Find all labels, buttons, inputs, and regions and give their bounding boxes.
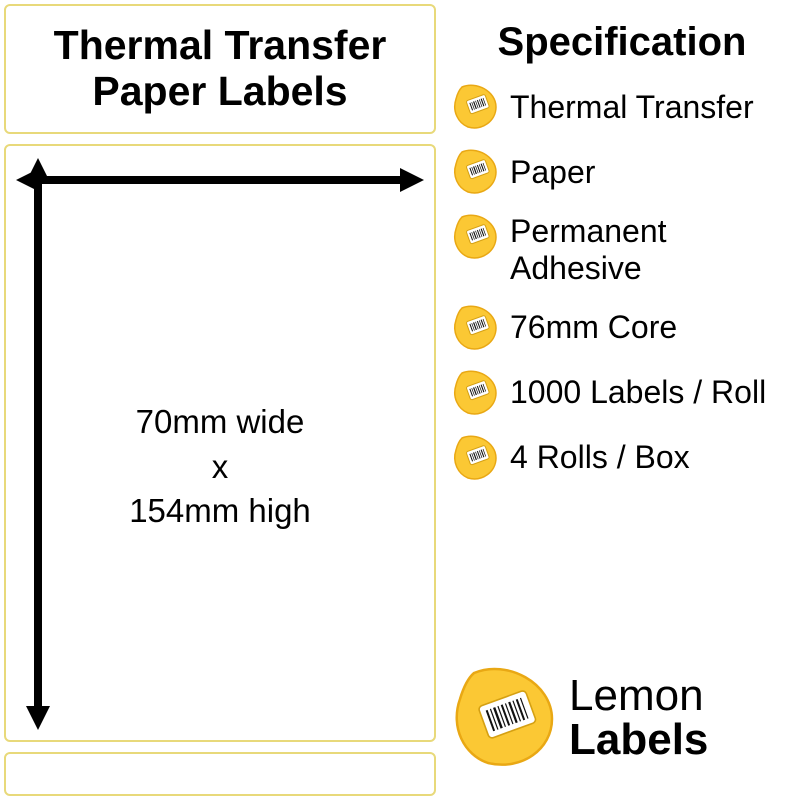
lemon-tag-icon: [452, 83, 500, 131]
spec-item: Thermal Transfer: [452, 83, 792, 131]
spec-item-label: Paper: [510, 154, 595, 191]
dim-separator: x: [212, 448, 229, 485]
spec-item: Paper: [452, 148, 792, 196]
lemon-tag-icon: [452, 148, 500, 196]
spec-item: 76mm Core: [452, 304, 792, 352]
lemon-tag-icon: [452, 304, 500, 352]
spec-item-label: Thermal Transfer: [510, 89, 754, 126]
title-line-1: Thermal Transfer: [54, 22, 387, 68]
brand-line-2: Labels: [569, 718, 708, 762]
spec-heading: Specification: [452, 20, 792, 65]
label-box-title: Thermal Transfer Paper Labels: [4, 4, 436, 134]
specification-panel: Specification Thermal Transfer: [440, 0, 800, 800]
lemon-tag-icon: [452, 434, 500, 482]
lemon-tag-icon: [452, 369, 500, 417]
title-line-2: Paper Labels: [92, 68, 347, 114]
spec-item: 1000 Labels / Roll: [452, 369, 792, 417]
dimension-text: 70mm wide x 154mm high: [70, 400, 370, 534]
lemon-labels-logo: [452, 665, 557, 770]
brand-line-1: Lemon: [569, 674, 708, 718]
spec-item: PermanentAdhesive: [452, 213, 792, 287]
spec-item-label: PermanentAdhesive: [510, 213, 667, 287]
brand-text: Lemon Labels: [569, 674, 708, 762]
dim-width: 70mm wide: [136, 403, 305, 440]
product-title: Thermal Transfer Paper Labels: [54, 23, 387, 115]
label-box-bottom: [4, 752, 436, 796]
spec-item-label: 4 Rolls / Box: [510, 439, 690, 476]
spec-list: Thermal Transfer Paper: [452, 83, 792, 482]
brand-block: Lemon Labels: [452, 665, 792, 780]
dim-height: 154mm high: [129, 492, 311, 529]
spec-item-label: 76mm Core: [510, 309, 677, 346]
spec-item: 4 Rolls / Box: [452, 434, 792, 482]
spec-item-label: 1000 Labels / Roll: [510, 374, 766, 411]
lemon-tag-icon: [452, 213, 500, 261]
label-preview-panel: Thermal Transfer Paper Labels 70mm wide …: [0, 0, 440, 800]
